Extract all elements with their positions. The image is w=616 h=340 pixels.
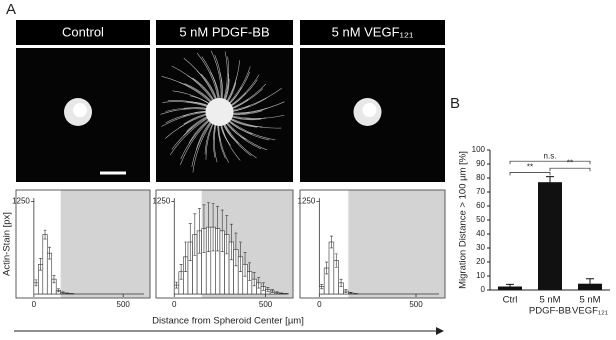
y-axis-label: Migration Distance > 100 µm [%] [458, 151, 469, 289]
bar [538, 182, 562, 290]
error-bar [65, 292, 69, 294]
error-bar [506, 283, 514, 287]
error-bar [238, 241, 242, 273]
error-bar [266, 287, 270, 293]
error-bar [586, 278, 594, 284]
x-tick-label: 500 [117, 300, 131, 309]
x-tick-label: 5 nM [539, 295, 560, 306]
error-bar [184, 241, 188, 273]
panel-header [16, 20, 150, 45]
error-bar [39, 258, 43, 271]
error-bar [257, 277, 261, 289]
panel-title: 5 nM VEGF₁₂₁ [332, 24, 414, 39]
panel-title: 5 nM PDGF-BB [179, 24, 269, 39]
error-bar [197, 208, 201, 254]
error-bar [243, 252, 247, 277]
significance-label: ** [567, 158, 573, 167]
spheroid [205, 98, 234, 126]
panel-header [156, 20, 293, 45]
y-axis-label: Actin-Stain [px] [2, 212, 13, 276]
x-tick-label: 500 [259, 300, 273, 309]
y-tick-label: 100 [472, 145, 486, 154]
error-bar [329, 235, 333, 249]
error-bar [349, 291, 353, 294]
x-tick-label: 500 [409, 300, 423, 309]
error-bar [220, 209, 224, 252]
panel-label: B [450, 95, 460, 112]
significance-bracket [549, 167, 591, 172]
histogram-bar [328, 241, 335, 295]
x-tick-label: 0 [317, 300, 322, 309]
y-tick-label: 60 [476, 201, 485, 210]
significance-label: ** [527, 163, 533, 172]
y-tick-label: 40 [476, 229, 485, 238]
error-bar [275, 291, 279, 294]
y-tick-label: 70 [476, 187, 485, 196]
error-bar [234, 232, 238, 267]
bar [498, 286, 522, 290]
panel-label: A [6, 1, 16, 18]
error-bar [216, 206, 220, 252]
error-bar [52, 275, 56, 284]
y-tick-label: 30 [476, 243, 485, 252]
error-bar [320, 284, 324, 290]
x-axis-label: Distance from Spheroid Center [µm] [152, 316, 304, 327]
histogram-bar [42, 234, 48, 295]
x-tick-label: Ctrl [503, 295, 518, 306]
error-bar [175, 281, 179, 289]
error-bar [202, 204, 206, 253]
y-tick-label: 1250 [152, 197, 170, 206]
significance-label: n.s. [544, 151, 557, 160]
error-bar [280, 292, 284, 294]
x-tick-label: VEGF₁₂₁ [572, 306, 608, 317]
y-tick-label: 90 [476, 159, 485, 168]
error-bar [229, 223, 233, 261]
y-tick-label: 10 [476, 271, 485, 280]
error-bar [179, 263, 183, 280]
y-tick-label: 80 [476, 173, 485, 182]
y-tick-label: 20 [476, 257, 485, 266]
x-tick-label: 0 [32, 300, 37, 309]
panel-header [300, 20, 445, 45]
x-tick-label: 0 [172, 300, 177, 309]
x-tick-label: PDGF-BB [529, 306, 571, 317]
y-tick-label: 1250 [298, 197, 316, 206]
spheroid-core [73, 103, 87, 117]
arrow-head [436, 327, 444, 335]
error-bar [248, 262, 252, 281]
error-bar [334, 253, 338, 268]
error-bar [325, 261, 329, 275]
y-tick-label: 50 [476, 215, 485, 224]
x-tick-label: 5 nM [579, 295, 600, 306]
panel-title: Control [62, 24, 104, 39]
error-bar [252, 272, 256, 287]
error-bar [48, 246, 51, 260]
spheroid-core [362, 103, 377, 117]
error-bar [344, 289, 348, 293]
error-bar [261, 282, 265, 291]
error-bar [193, 213, 197, 256]
significance-bracket [509, 160, 591, 165]
error-bar [339, 278, 343, 287]
bar [578, 283, 602, 290]
error-bar [61, 291, 65, 294]
error-bar [34, 279, 38, 287]
y-tick-label: 1250 [12, 197, 30, 206]
shaded-region [348, 190, 445, 298]
error-bar [211, 203, 215, 252]
error-bar [43, 229, 47, 240]
shaded-region [60, 190, 150, 298]
error-bar [225, 214, 229, 255]
error-bar [270, 289, 274, 293]
y-tick-label: 0 [481, 285, 486, 294]
significance-bracket [509, 172, 551, 176]
error-bar [546, 176, 554, 183]
error-bar [56, 288, 60, 293]
error-bar [188, 223, 192, 261]
error-bar [207, 202, 211, 252]
